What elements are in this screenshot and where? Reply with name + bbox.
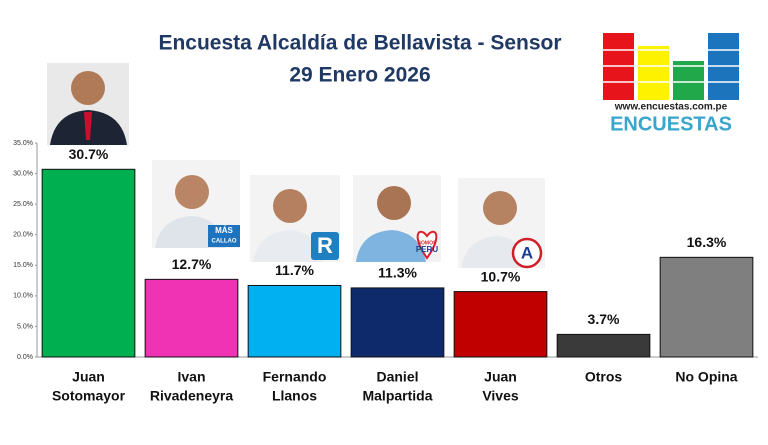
y-tick-label: 35.0% — [13, 140, 33, 147]
bar — [350, 287, 445, 358]
y-tick-label: 25.0% — [13, 201, 33, 208]
value-label: 12.7% — [172, 256, 212, 272]
x-tick-label: Fernando — [263, 369, 327, 385]
logo-bar — [638, 46, 669, 100]
y-tick-label: 20.0% — [13, 232, 33, 239]
x-tick-label: Sotomayor — [52, 388, 126, 404]
value-label: 3.7% — [588, 311, 620, 327]
x-tick-label: Vives — [482, 388, 519, 404]
logo-bar — [673, 61, 704, 100]
party-mark: SOMOS — [418, 240, 437, 246]
bar — [247, 284, 342, 358]
party-mark: R — [317, 233, 333, 258]
bar — [659, 256, 754, 358]
x-tick-label: No Opina — [675, 369, 737, 385]
logo-name: ENCUESTAS — [610, 113, 732, 135]
chart-title: Encuesta Alcaldía de Bellavista - Sensor — [158, 32, 561, 55]
x-tick-label: Daniel — [376, 369, 418, 385]
party-mark: MÁS — [215, 226, 233, 235]
y-tick-label: 30.0% — [13, 170, 33, 177]
x-tick-label: Juan — [484, 369, 517, 385]
y-tick-label: 15.0% — [13, 262, 33, 269]
x-tick-label: Llanos — [272, 388, 317, 404]
party-mark: A — [521, 243, 533, 262]
party-mark: CALLAO — [212, 239, 237, 245]
x-tick-label: Ivan — [177, 369, 205, 385]
bar — [556, 333, 651, 358]
x-tick-label: Otros — [585, 369, 623, 385]
y-tick-label: 10.0% — [13, 293, 33, 300]
y-tick-label: 5.0% — [17, 323, 33, 330]
logo: www.encuestas.com.pe ENCUESTAS — [603, 33, 739, 135]
x-tick-label: Malpartida — [362, 388, 432, 404]
x-tick-label: Juan — [72, 369, 105, 385]
party-mark: PERU — [416, 245, 438, 254]
photos: MÁS CALLAO R SOMOS PERU A — [47, 63, 545, 269]
x-tick-label: Rivadeneyra — [150, 388, 233, 404]
logo-url: www.encuestas.com.pe — [614, 102, 728, 113]
value-label: 16.3% — [687, 234, 727, 250]
bar — [453, 291, 548, 358]
y-tick-label: 0.0% — [17, 354, 33, 361]
value-label: 30.7% — [69, 146, 109, 162]
value-label: 11.3% — [378, 265, 417, 281]
value-label: 11.7% — [275, 262, 314, 278]
bar — [144, 278, 239, 358]
bar — [41, 168, 136, 358]
chart-subtitle: 29 Enero 2026 — [289, 64, 430, 87]
value-label: 10.7% — [481, 268, 521, 284]
